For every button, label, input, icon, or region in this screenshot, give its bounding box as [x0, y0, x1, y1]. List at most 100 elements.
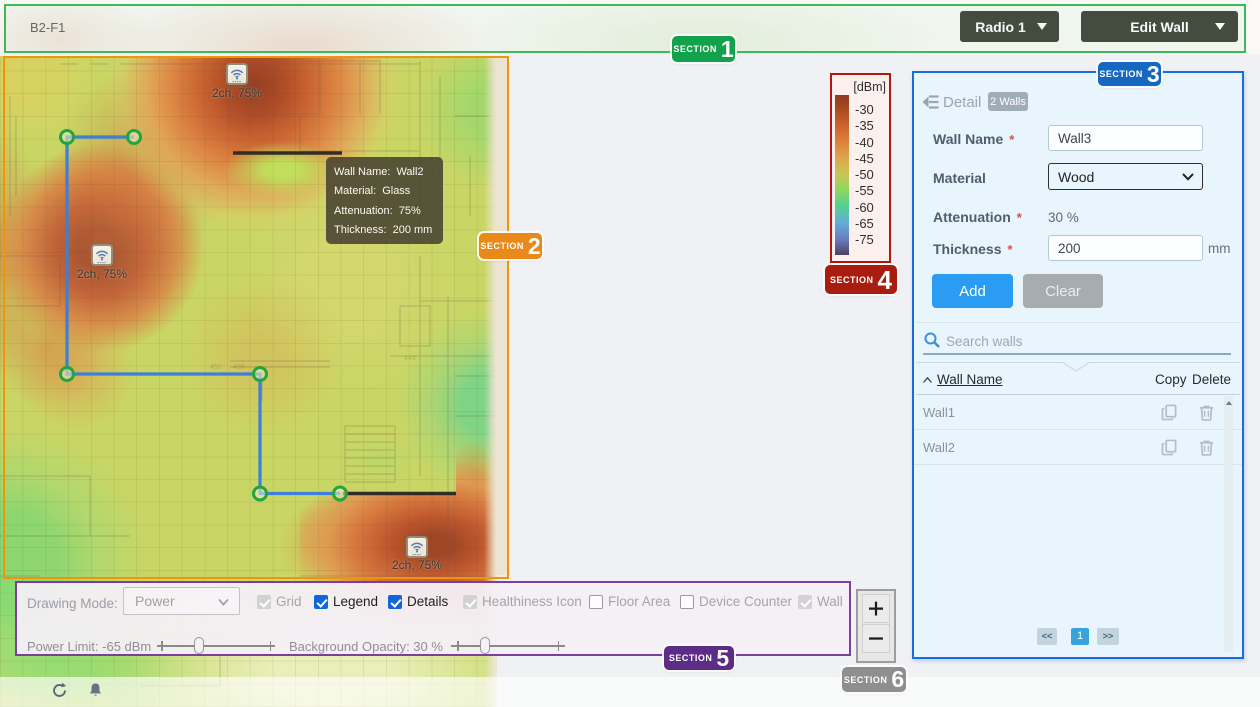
wall-name-column-header[interactable]: Wall Name [937, 372, 1003, 387]
tooltip-attenuation-value: 75% [398, 204, 421, 217]
map-margin-strip [497, 58, 507, 575]
floor-area-checkbox[interactable] [589, 595, 603, 609]
pagination-prev-button[interactable]: << [1037, 628, 1057, 645]
required-asterisk: * [1016, 210, 1022, 225]
access-point-3[interactable] [406, 536, 428, 558]
refresh-icon[interactable] [51, 682, 68, 699]
zoom-in-button[interactable]: + [862, 593, 890, 624]
radio-select-button[interactable]: Radio 1 [960, 11, 1059, 42]
required-asterisk: * [1009, 132, 1015, 147]
dropdown-caret-icon [1215, 23, 1225, 30]
section1-badge: SECTION 1 [672, 35, 735, 62]
sort-ascending-icon[interactable] [923, 377, 932, 383]
floor-area-checkbox-label: Floor Area [608, 594, 671, 609]
edit-wall-label: Edit Wall [1130, 18, 1189, 35]
collapse-divider [916, 362, 1063, 363]
tooltip-thickness-label: Thickness: [334, 224, 387, 236]
drawing-mode-label: Drawing Mode: [27, 596, 118, 611]
edit-wall-button[interactable]: Edit Wall [1081, 11, 1238, 42]
wall-tooltip: Wall Name: Wall2 Material: Glass Attenuati… [326, 157, 443, 244]
wall-detail-panel: Detail 2 Walls Wall Name* Material Wood … [912, 71, 1244, 659]
ap3-label: 2ch, 75% [391, 558, 443, 572]
background-opacity-slider-thumb[interactable] [480, 637, 490, 654]
pagination-page-1[interactable]: 1 [1071, 628, 1089, 645]
bell-icon[interactable] [87, 682, 104, 699]
legend-checkbox[interactable] [314, 595, 328, 609]
delete-icon[interactable] [1198, 404, 1215, 421]
chevron-down-icon [1182, 173, 1194, 181]
grid-checkbox-label: Grid [276, 594, 302, 609]
tooltip-material-label: Material: [334, 185, 377, 197]
radio-select-label: Radio 1 [975, 18, 1026, 35]
attenuation-value: 30 % [1048, 210, 1079, 225]
tooltip-attenuation-label: Attenuation: [334, 204, 393, 217]
wifi-icon [230, 69, 244, 83]
ap2-label: 2ch, 75% [76, 267, 128, 281]
copy-icon[interactable] [1161, 404, 1178, 421]
wall3-vertices[interactable] [59, 129, 348, 502]
zoom-out-button[interactable]: − [862, 623, 890, 654]
table-row[interactable]: Wall1 [914, 395, 1242, 430]
details-checkbox[interactable] [388, 595, 402, 609]
wall-row-name: Wall1 [923, 405, 956, 420]
scroll-up-icon[interactable] [1225, 401, 1232, 405]
access-point-2[interactable] [91, 244, 113, 266]
dropdown-caret-icon [1037, 23, 1047, 30]
map-options-toolbar: Drawing Mode: Power Grid Legend Details … [15, 581, 851, 656]
wall-name-input[interactable] [1048, 125, 1203, 151]
copy-column-header: Copy [1155, 372, 1187, 387]
power-limit-slider-thumb[interactable] [194, 637, 204, 654]
pagination-next-button[interactable]: >> [1097, 628, 1119, 645]
chevron-down-icon [218, 598, 229, 606]
wall-checkbox-label: Wall [817, 594, 843, 609]
access-point-1[interactable] [226, 63, 248, 85]
tooltip-material-value: Glass [382, 185, 411, 197]
background-opacity-label: Background Opacity: 30 % [289, 639, 443, 654]
table-header-divider [916, 394, 1240, 395]
required-asterisk: * [1007, 242, 1013, 257]
device-counter-checkbox-label: Device Counter [699, 594, 793, 609]
wall-row-name: Wall2 [923, 440, 956, 455]
drawing-mode-select[interactable]: Power [123, 587, 240, 615]
wall-checkbox[interactable] [798, 595, 812, 609]
legend-gradient-bar [835, 95, 849, 255]
footer-bar [0, 677, 1260, 707]
search-input[interactable] [946, 331, 1206, 351]
grid-checkbox[interactable] [257, 595, 271, 609]
section4-badge: SECTION 4 [825, 265, 897, 294]
wifi-icon [95, 250, 109, 264]
wall-name-label: Wall Name [933, 131, 1004, 147]
delete-column-header: Delete [1192, 372, 1232, 387]
walls-layer [59, 129, 456, 502]
details-checkbox-label: Details [407, 594, 449, 609]
attenuation-label: Attenuation [933, 209, 1011, 225]
clear-button[interactable]: Clear [1023, 274, 1103, 308]
wall-count-badge: 2 Walls [988, 92, 1028, 111]
power-limit-slider[interactable] [157, 637, 275, 654]
material-value: Wood [1058, 168, 1095, 185]
thickness-label: Thickness [933, 241, 1002, 257]
panel-divider [916, 322, 1240, 323]
device-counter-checkbox[interactable] [680, 595, 694, 609]
detail-title: Detail [943, 94, 982, 111]
top-bar: B2-F1 Radio 1 Edit Wall [0, 0, 1260, 54]
material-select[interactable]: Wood [1048, 163, 1203, 190]
collapse-notch-icon[interactable] [1063, 362, 1089, 372]
healthiness-icon-checkbox-label: Healthiness Icon [482, 594, 582, 609]
ap1-label: 2ch, 75% [211, 86, 263, 100]
copy-icon[interactable] [1161, 439, 1178, 456]
wall3-polyline[interactable] [65, 135, 340, 496]
legend-ticks: -30 -35 -40 -45 -50 -55 -60 -65 -75 [855, 102, 874, 248]
power-limit-label: Power Limit: -65 dBm [27, 639, 152, 654]
back-arrow-icon[interactable] [922, 94, 939, 110]
delete-icon[interactable] [1198, 439, 1215, 456]
floor-title: B2-F1 [30, 20, 66, 35]
search-underline [923, 353, 1231, 355]
thickness-input[interactable] [1048, 235, 1203, 261]
tooltip-thickness-value: 200 mm [392, 224, 433, 236]
table-scrollbar[interactable] [1224, 396, 1233, 652]
healthiness-icon-checkbox[interactable] [463, 595, 477, 609]
background-opacity-slider[interactable] [451, 637, 565, 654]
add-button[interactable]: Add [932, 274, 1013, 308]
table-row[interactable]: Wall2 [914, 430, 1242, 465]
